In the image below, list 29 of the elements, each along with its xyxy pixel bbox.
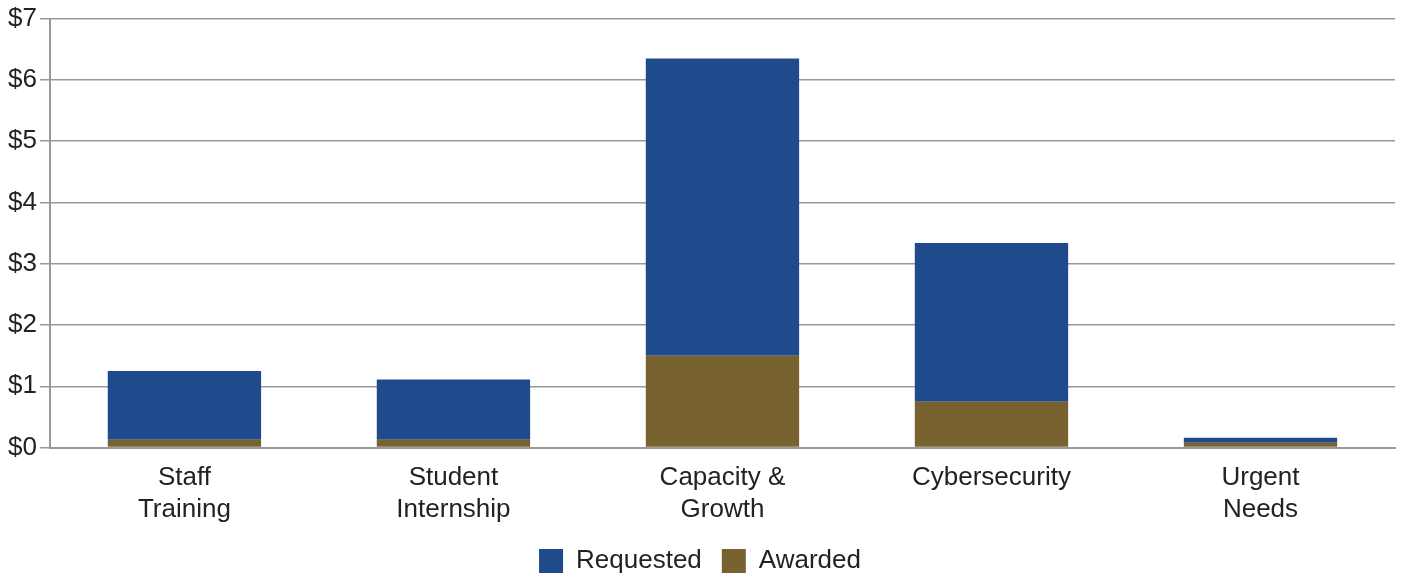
bar [376,379,531,440]
bar [645,58,800,356]
bar [107,439,262,447]
category-label: Cybersecurity [912,461,1071,492]
bar [1183,442,1338,447]
bar [914,242,1069,402]
bar [107,370,262,440]
category-label: Capacity & [659,461,786,492]
bar [1183,437,1338,443]
y-tick-label: $6 [8,63,37,94]
y-tick-label: $7 [8,1,37,32]
bar [376,439,531,447]
category-label: Training [137,492,231,523]
category-label: Internship [396,492,511,523]
legend-label: Awarded [758,544,861,575]
y-tick-label: $4 [8,185,37,216]
bar [645,355,800,447]
category-label: Needs [1222,492,1299,523]
category-label: Urgent [1221,461,1300,492]
legend-label: Requested [576,544,702,575]
y-tick-label: $3 [8,246,37,277]
bar [914,401,1069,447]
y-tick-label: $0 [8,430,37,461]
y-tick-label: $2 [8,308,37,339]
y-tick-label: $1 [8,369,37,400]
category-label: Growth [680,492,765,523]
category-label: Staff [157,461,211,492]
category-label: Student [408,461,499,492]
y-tick-label: $5 [8,124,37,155]
